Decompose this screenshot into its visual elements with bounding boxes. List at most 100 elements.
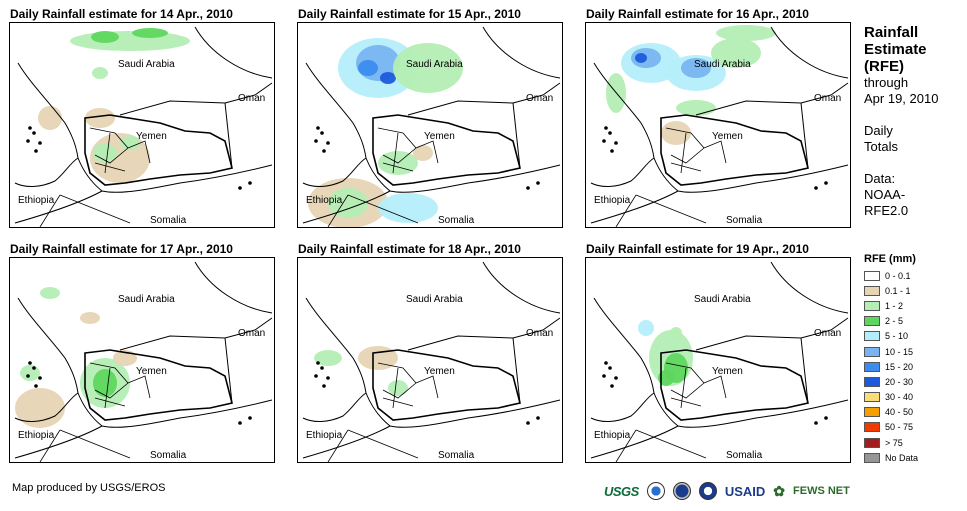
legend-label: > 75 [885,437,903,448]
rain-area [716,25,776,41]
legend-item: 10 - 15 [864,344,918,359]
legend-swatch [864,285,880,296]
island [608,366,612,370]
side-data-src1: NOAA- [864,187,906,202]
rain-area [380,72,396,84]
place-label-oman: Oman [238,328,266,339]
oman-coast [770,261,849,314]
map-svg [302,26,561,227]
place-label-yemen: Yemen [424,131,455,142]
island [614,376,618,380]
yemen-border [372,349,521,421]
place-label-saudi-arabia: Saudi Arabia [406,294,463,305]
island [526,186,530,190]
place-label-ethiopia: Ethiopia [594,195,631,206]
legend-swatch [864,437,880,448]
island [602,139,606,143]
legend-swatch [864,452,880,463]
usaid-seal-icon [698,482,717,500]
rain-area [91,31,119,43]
map-svg [590,261,849,462]
rain-area [358,346,398,370]
island [314,374,318,378]
island [248,416,252,420]
place-label-somalia: Somalia [438,215,475,226]
legend-label: 20 - 30 [885,376,914,387]
rain-area [658,370,674,386]
island [610,384,614,388]
side-title-1: Rainfall [864,24,919,41]
legend-item: 0.1 - 1 [864,283,918,298]
map-svg [590,25,849,227]
legend-swatch [864,300,880,311]
coastline [302,62,391,192]
coastline [590,62,679,192]
oman-coast [194,261,273,314]
island [28,361,32,365]
country-border [119,82,273,169]
horn-border [39,429,131,462]
panel-title-19: Daily Rainfall estimate for 19 Apr., 201… [586,242,809,256]
place-label-somalia: Somalia [150,215,187,226]
coastline [14,62,103,192]
place-label-oman: Oman [526,93,554,104]
oman-coast [194,26,273,79]
panel-title-17: Daily Rainfall estimate for 17 Apr., 201… [10,242,233,256]
country-border [407,317,561,404]
logo-strip: USGS USAID ✿ FEWS NET [604,480,850,502]
legend-label: 2 - 5 [885,316,904,327]
place-label-ethiopia: Ethiopia [306,195,343,206]
rain-area [93,369,117,397]
rain-area [15,388,65,428]
legend-swatch [864,392,880,403]
horn-border [615,194,707,227]
legend-label: 50 - 75 [885,422,914,433]
nasa-logo-icon [672,482,691,500]
usaid-logo: USAID [724,483,766,499]
map-svg [302,261,561,462]
governorate-lines [665,362,727,409]
coastline [590,297,679,427]
place-label-yemen: Yemen [424,366,455,377]
place-label-somalia: Somalia [150,450,187,461]
island [32,131,36,135]
island [824,416,828,420]
island [326,376,330,380]
island [322,149,326,153]
legend-swatch [864,346,880,357]
island [34,149,38,153]
side-info: Rainfall Estimate (RFE) through Apr 19, … [864,24,938,219]
country-border [407,82,561,169]
rain-area [20,365,40,381]
legend-swatch [864,422,880,433]
island [34,384,38,388]
island [814,186,818,190]
legend-label: 30 - 40 [885,392,914,403]
fews-globe-icon: ✿ [773,482,786,499]
horn-coast [590,399,849,459]
legend-item: 0 - 0.1 [864,268,918,283]
rain-area [661,121,691,145]
side-totals: Totals [864,139,898,154]
legend-swatch [864,270,880,281]
legend-item: No Data [864,450,918,465]
rain-area [38,106,62,130]
legend-label: 5 - 10 [885,331,909,342]
legend-label: No Data [885,452,919,463]
rain-area [676,100,716,116]
island [322,384,326,388]
legend-item: 50 - 75 [864,420,918,435]
place-label-somalia: Somalia [438,450,475,461]
side-title-2: Estimate [864,41,927,58]
place-label-ethiopia: Ethiopia [18,430,55,441]
legend-item: 20 - 30 [864,374,918,389]
place-label-saudi-arabia: Saudi Arabia [694,59,751,70]
rain-area [711,38,761,68]
island [602,374,606,378]
horn-coast [590,164,849,224]
island [32,366,36,370]
panel-title-14: Daily Rainfall estimate for 14 Apr., 201… [10,7,233,21]
legend-item: 40 - 50 [864,405,918,420]
island [314,139,318,143]
legend-swatch [864,407,880,418]
